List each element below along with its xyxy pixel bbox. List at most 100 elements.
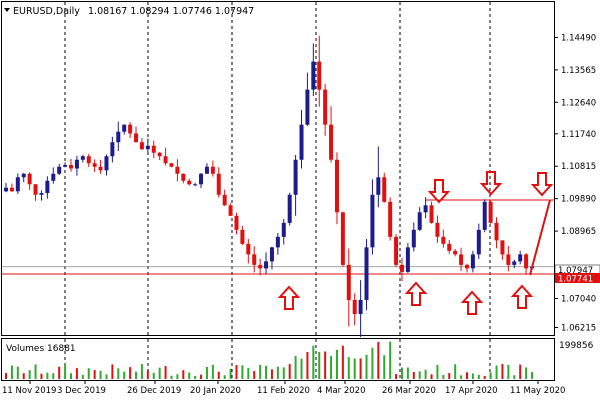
candle-body — [139, 142, 144, 150]
volume-max-label: 199856 — [559, 341, 594, 351]
support-price-label: 1.07741 — [558, 275, 593, 285]
price-tick-label: 1.07040 — [561, 295, 596, 305]
dropdown-triangle-icon[interactable] — [4, 8, 10, 12]
candle-body — [163, 156, 168, 164]
price-tick-label: 1.06215 — [561, 323, 596, 333]
date-tick-label: 3 Dec 2019 — [57, 386, 106, 396]
candle-body — [358, 299, 363, 314]
candle-body — [459, 254, 464, 265]
candle-body — [187, 180, 192, 185]
candle-body — [352, 299, 357, 314]
candle-body — [258, 264, 263, 269]
support-price-tag — [555, 273, 600, 283]
price-tick-label: 1.14490 — [561, 33, 596, 43]
candle-body — [69, 164, 74, 169]
candle-body — [234, 215, 239, 230]
candle-body — [80, 156, 85, 160]
candle-body — [181, 173, 186, 181]
volume-panel-frame — [1, 338, 555, 381]
candle-body — [311, 61, 316, 90]
candle-body — [222, 194, 227, 206]
candle-body — [63, 164, 68, 167]
candle-body — [512, 261, 517, 265]
candle-body — [145, 145, 150, 150]
candles — [4, 35, 534, 338]
candle-body — [464, 264, 469, 269]
candle-body — [151, 145, 156, 153]
candle-body — [346, 264, 351, 300]
candle-body — [506, 254, 511, 265]
candle-body — [9, 187, 14, 192]
candle-body — [252, 254, 257, 265]
candle-body — [340, 212, 345, 265]
candle-body — [447, 243, 452, 251]
candle-body — [453, 250, 458, 255]
candle-body — [175, 166, 180, 174]
candle-body — [193, 184, 198, 186]
candle-body — [394, 236, 399, 265]
down-arrow-icon — [530, 172, 554, 197]
candle-body — [116, 131, 121, 143]
candle-body — [216, 173, 221, 195]
candle-body — [122, 124, 127, 132]
candle-body — [269, 247, 274, 262]
candle-body — [370, 194, 375, 248]
candle-body — [429, 205, 434, 223]
candle-body — [169, 163, 174, 167]
up-arrow-icon — [460, 290, 484, 315]
price-panel-frame — [1, 1, 555, 336]
annotation-arrows — [277, 171, 554, 315]
volume-label: Volumes 16881 — [6, 344, 76, 354]
date-tick-label: 11 Feb 2020 — [257, 386, 310, 396]
date-tick-label: 17 Apr 2020 — [445, 386, 498, 396]
candle-body — [246, 243, 251, 255]
up-arrow-icon — [510, 284, 534, 309]
candle-body — [157, 152, 162, 157]
candle-body — [476, 229, 481, 255]
candle-body — [411, 229, 416, 248]
candle-body — [299, 124, 304, 160]
candle-body — [405, 247, 410, 272]
candle-body — [98, 166, 103, 171]
candle-body — [323, 89, 328, 125]
candle-body — [110, 142, 115, 157]
date-axis: 11 Nov 2019 3 Dec 2019 26 Dec 2019 20 Jan 2… — [2, 380, 565, 396]
candle-body — [275, 236, 280, 248]
candle-body — [134, 133, 139, 143]
level-lines — [2, 199, 554, 275]
candle-body — [15, 177, 20, 192]
candle-body — [435, 222, 440, 237]
candle-body — [228, 205, 233, 216]
candle-body — [441, 236, 446, 244]
candle-body — [317, 61, 322, 90]
projection-line — [529, 199, 551, 276]
candle-body — [204, 166, 209, 174]
candle-body — [334, 159, 339, 213]
grid-lines — [64, 2, 491, 380]
volume-bars — [5, 341, 533, 379]
price-axis: 1.14490 1.13565 1.12640 1.11740 1.10815 1.098… — [554, 33, 596, 333]
candle-body — [293, 159, 298, 195]
candle-body — [399, 264, 404, 272]
price-tick-label: 1.12640 — [561, 98, 596, 108]
candle-body — [488, 201, 493, 223]
price-tick-label: 1.09890 — [561, 195, 596, 205]
candle-body — [287, 194, 292, 223]
candle-body — [86, 156, 91, 164]
candle-body — [199, 173, 204, 185]
candle-body — [128, 124, 133, 134]
candle-body — [104, 156, 109, 171]
candle-body — [364, 247, 369, 300]
candle-body — [27, 173, 32, 185]
candle-body — [470, 254, 475, 269]
down-arrow-icon — [479, 171, 503, 196]
candle-body — [4, 187, 8, 192]
date-tick-label: 20 Jan 2020 — [190, 386, 241, 396]
candle-body — [281, 222, 286, 237]
candle-body — [417, 212, 422, 230]
symbol-label: EURUSD,Daily — [13, 6, 80, 17]
candle-body — [305, 89, 310, 125]
price-tick-label: 1.13565 — [561, 66, 596, 76]
candle-body — [423, 205, 428, 213]
